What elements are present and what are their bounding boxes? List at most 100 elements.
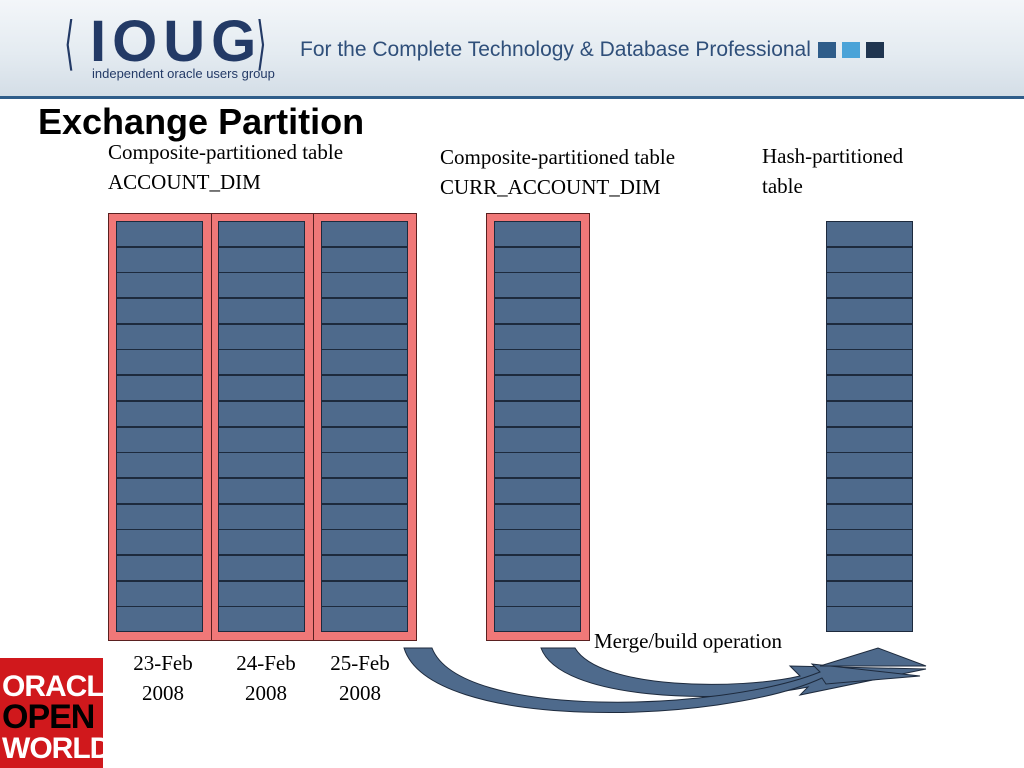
hash-table-subpartition	[826, 221, 913, 247]
hash-table-subpartition	[826, 452, 913, 479]
account-dim-partition-1-subpartition	[116, 272, 203, 299]
account-dim-partition-1-subpartition	[116, 606, 203, 633]
account-dim-partition-3-subpartition	[321, 452, 408, 479]
account-dim-partition-2-subpartition	[218, 529, 305, 556]
account-dim-partition-2-subpartition	[218, 477, 305, 504]
hash-table-subpartition	[826, 375, 913, 402]
account-dim-partition-2-subpartition	[218, 375, 305, 402]
account-dim-partition-2-subpartition	[218, 452, 305, 479]
account-dim-partition-2-subpartition	[218, 580, 305, 607]
account-dim-partition-2-subpartition	[218, 426, 305, 453]
account-dim-label-line1: Composite-partitioned table	[108, 140, 344, 164]
account-dim-partition-1-subpartition	[116, 452, 203, 479]
curr-account-dim-label-line2: CURR_ACCOUNT_DIM	[440, 175, 661, 199]
curr-account-dim-partition-subpartition	[494, 221, 581, 247]
hash-table-subpartition	[826, 554, 913, 581]
account-dim-partition-1-subpartition	[116, 246, 203, 273]
account-dim-partition-3-subpartition	[321, 246, 408, 273]
curr-account-dim-partition-subpartition	[494, 400, 581, 427]
account-dim-partition-3-subpartition	[321, 221, 408, 247]
oow-line-open: OPEN	[2, 698, 95, 736]
merge-arrow-from-curr	[540, 647, 927, 697]
partition-date-3-day: 25-Feb	[330, 651, 390, 675]
curr-account-dim-partition-subpartition	[494, 580, 581, 607]
account-dim-partition-1-subpartition	[116, 477, 203, 504]
account-dim-partition-3-subpartition	[321, 580, 408, 607]
ioug-logo: IOUG	[90, 9, 263, 74]
account-dim-partition-1-subpartition	[116, 349, 203, 376]
account-dim-partition-1-subpartition	[116, 400, 203, 427]
account-dim-label: Composite-partitioned table ACCOUNT_DIM	[108, 137, 343, 197]
curr-account-dim-partition-subpartition	[494, 349, 581, 376]
curr-account-dim-partition-subpartition	[494, 272, 581, 299]
account-dim-partition-3-subpartition	[321, 606, 408, 633]
curr-account-dim-partition-subpartition	[494, 503, 581, 530]
hash-table-subpartition	[826, 529, 913, 556]
account-dim-partition-2-subpartition	[218, 554, 305, 581]
hash-table-subpartition	[826, 400, 913, 427]
hash-table-subpartition	[826, 477, 913, 504]
account-dim-label-line2: ACCOUNT_DIM	[108, 170, 261, 194]
curr-account-dim-partition-subpartition	[494, 554, 581, 581]
hash-table-subpartition	[826, 272, 913, 299]
account-dim-partition-3-subpartition	[321, 503, 408, 530]
hash-table-subpartition	[826, 426, 913, 453]
merge-build-label: Merge/build operation	[594, 629, 782, 653]
curr-account-dim-label-line1: Composite-partitioned table	[440, 145, 676, 169]
account-dim-partition-3-subpartition	[321, 298, 408, 325]
hash-table-subpartition	[826, 323, 913, 350]
curr-account-dim-partition-subpartition	[494, 426, 581, 453]
oow-line-oracle: ORACLE	[2, 670, 103, 703]
account-dim-partition-2-subpartition	[218, 298, 305, 325]
curr-account-dim-partition-subpartition	[494, 298, 581, 325]
account-dim-partition-2-subpartition	[218, 272, 305, 299]
account-dim-partition-3-subpartition	[321, 477, 408, 504]
curr-account-dim-partition-subpartition	[494, 477, 581, 504]
oow-line-world: WORLD	[2, 732, 103, 765]
account-dim-partition-1-subpartition	[116, 426, 203, 453]
partition-date-1-day: 23-Feb	[133, 651, 193, 675]
hash-table-label-line2: table	[762, 174, 803, 198]
account-dim-partition-1-subpartition	[116, 221, 203, 247]
account-dim-partition-2-subpartition	[218, 349, 305, 376]
partition-date-2-year: 2008	[245, 681, 287, 705]
logo-right-bracket-icon: ⟩	[256, 9, 267, 77]
hash-table-subpartition	[826, 298, 913, 325]
curr-account-dim-label: Composite-partitioned table CURR_ACCOUNT…	[440, 142, 675, 202]
account-dim-partition-1-subpartition	[116, 554, 203, 581]
header-square-1	[818, 42, 836, 58]
account-dim-partition-3-subpartition	[321, 323, 408, 350]
hash-table-subpartition	[826, 246, 913, 273]
account-dim-partition-1-subpartition	[116, 375, 203, 402]
hash-table-subpartition	[826, 503, 913, 530]
curr-account-dim-partition-subpartition	[494, 452, 581, 479]
account-dim-partition-1-subpartition	[116, 503, 203, 530]
header-square-2	[842, 42, 860, 58]
header-divider	[0, 96, 1024, 99]
partition-date-2-day: 24-Feb	[236, 651, 296, 675]
account-dim-partition-3-subpartition	[321, 529, 408, 556]
ioug-logo-subtitle: independent oracle users group	[92, 66, 275, 81]
hash-table-label: Hash-partitioned table	[762, 141, 903, 201]
curr-account-dim-partition-subpartition	[494, 323, 581, 350]
hash-table-subpartition	[826, 349, 913, 376]
account-dim-partition-1-subpartition	[116, 580, 203, 607]
partition-date-2: 24-Feb 2008	[226, 648, 306, 708]
curr-account-dim-partition-subpartition	[494, 606, 581, 633]
merge-arrow-head	[819, 647, 927, 667]
account-dim-partition-3-subpartition	[321, 400, 408, 427]
account-dim-partition-2-subpartition	[218, 400, 305, 427]
merge-arrow-from-account-dim	[403, 647, 921, 713]
logo-left-bracket-icon: ⟨	[64, 9, 75, 77]
oracle-openworld-logo: ORACLE OPEN WORLD	[0, 658, 103, 768]
curr-account-dim-partition-subpartition	[494, 375, 581, 402]
account-dim-partition-2-subpartition	[218, 221, 305, 247]
curr-account-dim-partition-subpartition	[494, 246, 581, 273]
account-dim-partition-3-subpartition	[321, 375, 408, 402]
account-dim-partition-2-subpartition	[218, 246, 305, 273]
header-tagline: For the Complete Technology & Database P…	[300, 38, 811, 61]
account-dim-partition-1-subpartition	[116, 323, 203, 350]
slide-title: Exchange Partition	[38, 101, 365, 142]
account-dim-partition-2-subpartition	[218, 606, 305, 633]
